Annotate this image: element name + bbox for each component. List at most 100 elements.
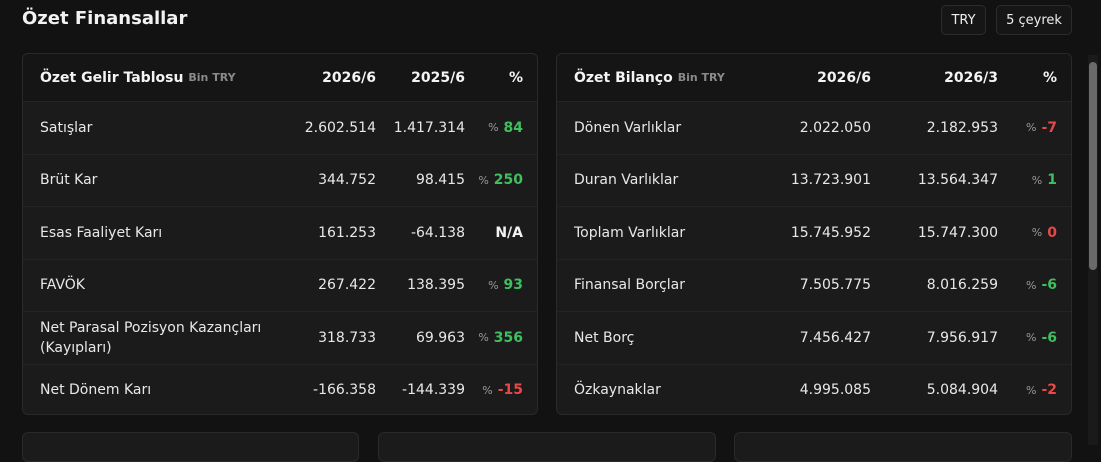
column-header: 2025/6 [411,69,465,86]
row-value: 318.733 [318,329,376,346]
row-value: 7.956.917 [926,329,998,346]
change-cell: % -6 [987,312,1057,363]
row-value: 138.395 [407,277,465,293]
row-value: 2.022.050 [799,119,871,136]
table-row: Toplam Varlıklar 15.745.952 15.747.300% 0 [557,206,1071,258]
balance-panel: Özet Bilanço Bin TRY 2026/6 2026/3% Dönen Va… [556,53,1072,415]
percent-symbol: % [482,383,493,397]
table-row: FAVÖK 267.422 138.395% 93 [23,258,537,311]
change-value: 250 [493,172,523,188]
table-row: Finansal Borçlar 7.505.775 8.016.259% -6 [557,258,1071,311]
change-cell: % 356 [453,312,523,363]
row-label: Brüt Kar [40,172,98,188]
table-title: Özet Bilanço Bin TRY [574,54,814,101]
row-value: 161.253 [318,224,376,241]
table-row: Satışlar 2.602.514 1.417.314% 84 [23,101,537,153]
row-value: 267.422 [318,277,376,293]
row-label: Finansal Borçlar [574,277,686,293]
percent-symbol: % [1031,173,1043,187]
change-value: -6 [1041,277,1057,293]
row-value: 69.963 [416,329,465,346]
change-cell: % -2 [987,365,1057,415]
change-value: 84 [503,119,523,136]
column-header: 2026/6 [322,69,376,86]
percent-symbol: % [1031,226,1043,239]
change-cell: % 0 [987,207,1057,258]
table-unit: Bin TRY [188,70,236,84]
change-cell: % -7 [987,102,1057,153]
card [378,432,716,462]
column-header: 2026/6 [817,69,871,86]
table-row: Brüt Kar 344.752 98.415% 250 [23,153,537,206]
table-row: Net Parasal Pozisyon Kazançları (Kayıpla… [23,311,537,363]
row-value: -166.358 [313,382,376,398]
row-value: 13.723.901 [790,172,871,188]
change-value: 356 [493,329,523,346]
change-value: -2 [1041,382,1057,398]
change-value: 93 [503,277,523,293]
change-cell: N/A [453,207,523,258]
section-title: Özet Finansallar [22,8,188,29]
table-header: Özet Bilanço Bin TRY 2026/6 2026/3% [557,54,1071,101]
change-value: -6 [1041,329,1057,346]
row-value: 344.752 [318,172,376,188]
card [22,432,359,462]
change-cell: % 250 [453,155,523,206]
scrollbar-thumb[interactable] [1089,62,1097,270]
row-label: Dönen Varlıklar [574,119,682,136]
income-panel: Özet Gelir Tablosu Bin TRY 2026/6 2025/6% Sa… [22,53,538,415]
column-header: 2026/3 [944,69,998,86]
row-value: 13.564.347 [917,172,998,188]
row-label: Duran Varlıklar [574,172,679,188]
percent-symbol: % [1025,278,1037,292]
row-label: Net Borç [574,329,635,346]
change-value: 0 [1047,224,1057,241]
percent-symbol: % [488,278,499,292]
change-cell: % -15 [453,365,523,415]
change-value: N/A [495,224,523,241]
row-value: 7.505.775 [799,277,871,293]
currency-button[interactable]: TRY [941,5,986,35]
row-value: 98.415 [416,172,465,188]
table-row: Net Borç 7.456.427 7.956.917% -6 [557,311,1071,363]
row-value: 15.747.300 [917,224,998,241]
change-value: -7 [1041,119,1057,136]
page: {"header":{"title":"Özet Finansallar","b… [22,5,1097,462]
table-title-text: Özet Bilanço [574,69,673,86]
row-value: 7.456.427 [799,329,871,346]
percent-symbol: % [488,121,499,134]
table-title: Özet Gelir Tablosu Bin TRY [40,54,280,101]
percent-symbol: % [1025,331,1037,344]
percent-symbol: % [478,331,489,344]
table-row: Duran Varlıklar 13.723.901 13.564.347% 1 [557,153,1071,206]
table-row: Dönen Varlıklar 2.022.050 2.182.953% -7 [557,101,1071,153]
row-label: FAVÖK [40,277,85,293]
card [734,432,1072,462]
change-cell: % 1 [987,155,1057,206]
row-value: 15.745.952 [790,224,871,241]
table-row: Özkaynaklar 4.995.085 5.084.904% -2 [557,363,1071,415]
table-title-text: Özet Gelir Tablosu [40,69,184,86]
column-header: % [1042,69,1057,86]
table-unit: Bin TRY [677,70,725,84]
row-label: Esas Faaliyet Karı [40,224,163,241]
percent-symbol: % [1025,121,1037,134]
row-label: Satışlar [40,119,93,136]
table-row: Esas Faaliyet Karı 161.253 -64.138 N/A [23,206,537,258]
change-cell: % 84 [453,102,523,153]
change-cell: % -6 [987,260,1057,311]
row-label: Toplam Varlıklar [574,224,686,241]
row-value: 2.182.953 [926,119,998,136]
row-value: 5.084.904 [926,382,998,398]
row-value: 2.602.514 [304,119,376,136]
change-value: 1 [1047,172,1057,188]
row-label: Özkaynaklar [574,382,661,398]
period-button[interactable]: 5 çeyrek [996,5,1072,35]
row-value: 1.417.314 [393,119,465,136]
percent-symbol: % [478,173,489,187]
row-value: -144.339 [402,382,465,398]
column-header: % [508,69,523,86]
row-value: -64.138 [410,224,465,241]
row-label: Net Dönem Karı [40,382,152,398]
change-cell: % 93 [453,260,523,311]
